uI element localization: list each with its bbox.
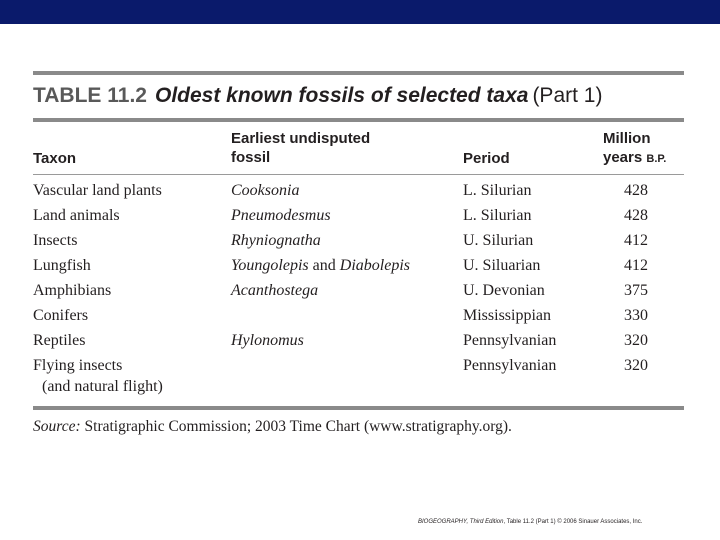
column-header-period: Period [463,150,510,167]
cell-period: L. Silurian [463,182,532,199]
cell-fossil: Cooksonia [231,182,300,199]
cell-fossil-a: Youngolepis [231,257,309,274]
cell-fossil-b: Diabolepis [339,257,410,274]
cell-years: 320 [624,357,648,374]
cell-fossil: Acanthostega [231,282,319,299]
source-label: Source: [33,418,81,435]
cell-years: 428 [624,207,648,224]
cell-period: L. Silurian [463,207,532,224]
column-header-years: Million years B.P. [603,129,666,169]
table-top-rule [33,71,684,75]
cell-fossil: Hylonomus [231,332,304,349]
header-bottom-rule [33,174,684,175]
column-header-fossil-line2: fossil [231,149,271,166]
cell-taxon: Amphibians [33,282,112,299]
table-title-text: Oldest known fossils of selected taxa [154,84,529,107]
cell-taxon-line2: (and natural flight) [42,378,163,395]
cell-fossil: Youngolepis and Diabolepis [231,256,410,276]
column-header-fossil-line1: Earliest undisputed [231,130,371,147]
credit-rest: , Table 11.2 (Part 1) © 2006 Sinauer Ass… [503,519,643,525]
cell-years: 320 [624,332,648,349]
top-banner [0,0,720,24]
cell-years: 330 [624,307,648,324]
table-title: TABLE 11.2 Oldest known fossils of select… [33,84,602,108]
copyright-credit: BIOGEOGRAPHY, Third Edition, Table 11.2 … [418,519,642,525]
source-note: Source: Stratigraphic Commission; 2003 T… [33,418,512,436]
table-number: TABLE 11.2 [33,84,147,107]
cell-fossil: Pneumodesmus [231,207,331,224]
source-text: Stratigraphic Commission; 2003 Time Char… [84,418,512,435]
cell-taxon: Vascular land plants [33,182,162,199]
cell-taxon: Land animals [33,207,120,224]
cell-period: Pennsylvanian [463,357,557,374]
column-header-fossil: Earliest undisputed fossil [231,129,370,167]
credit-book: BIOGEOGRAPHY, Third Edition [418,519,504,525]
cell-period: U. Siluarian [463,257,541,274]
table-title-part: (Part 1) [532,84,603,107]
header-top-rule [33,118,684,122]
cell-period: U. Silurian [463,232,534,249]
cell-period: Pennsylvanian [463,332,557,349]
cell-fossil: Rhyniognatha [231,232,321,249]
cell-taxon: Lungfish [33,257,91,274]
cell-taxon: Conifers [33,307,89,324]
column-header-years-line2: years [603,149,643,166]
column-header-years-unit: B.P. [646,153,667,165]
cell-fossil-and: and [312,257,336,274]
cell-taxon: Reptiles [33,332,86,349]
cell-period: U. Devonian [463,282,545,299]
column-header-taxon: Taxon [33,150,77,167]
cell-years: 412 [624,257,648,274]
cell-period: Mississippian [463,307,552,324]
cell-taxon: Flying insects [33,357,123,374]
table-bottom-rule [33,406,684,410]
cell-years: 428 [624,182,648,199]
cell-years: 375 [624,282,648,299]
cell-taxon: Insects [33,232,78,249]
column-header-years-line1: Million [603,130,651,147]
cell-years: 412 [624,232,648,249]
